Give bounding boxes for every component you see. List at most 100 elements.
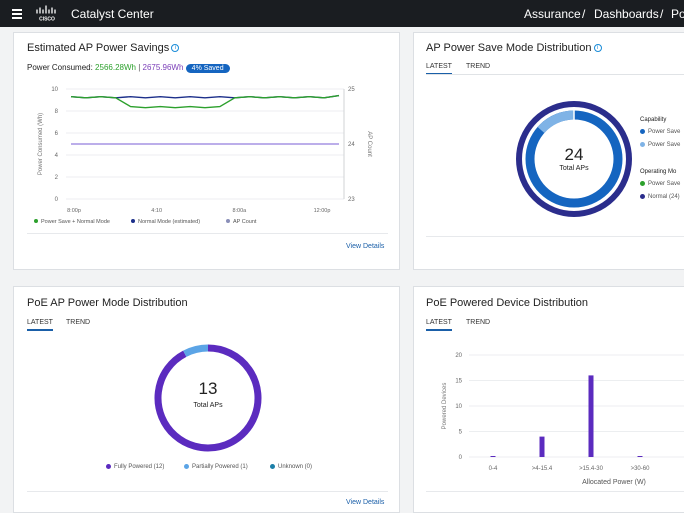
total-aps-value: 24 <box>564 145 584 164</box>
tab-divider <box>426 74 684 75</box>
y-tick-label: 10 <box>455 404 462 410</box>
legend-item-power-save-cap[interactable]: Power Save <box>640 129 680 135</box>
tab-trend[interactable]: TREND <box>466 63 491 70</box>
legend-dot <box>640 142 645 147</box>
y-axis-label: Powered Devices <box>442 383 448 430</box>
saved-badge: 4% Saved <box>185 64 230 73</box>
x-tick-label: >30-60 <box>631 466 651 472</box>
info-icon[interactable]: i <box>171 44 180 53</box>
y2-axis-label: AP Count <box>366 131 372 157</box>
estimated-value: 2675.96Wh <box>142 63 184 72</box>
card-title: AP Power Save Mode Distribution i <box>426 42 602 54</box>
y-tick-label: 5 <box>459 430 463 436</box>
legend-dot <box>34 219 38 223</box>
legend-dot <box>226 219 230 223</box>
y2-tick-label: 23 <box>348 197 355 203</box>
y-tick-label: 0 <box>55 197 59 203</box>
legend-item-normal-op[interactable]: Normal (24) <box>640 194 680 200</box>
breadcrumb-assurance[interactable]: Assurance <box>524 7 581 21</box>
x-tick-label: 12:00p <box>314 208 331 214</box>
legend-operating-title: Operating Mo <box>640 169 677 175</box>
top-navigation-bar: CISCO Catalyst Center Assurance / Dashbo… <box>0 0 684 27</box>
legend-item-power-save-op[interactable]: Power Save <box>640 181 680 187</box>
divider-line <box>27 233 388 234</box>
tab-latest[interactable]: LATEST <box>426 319 452 331</box>
svg-text:CISCO: CISCO <box>39 17 55 23</box>
y-tick-label: 20 <box>455 353 462 359</box>
divider-line <box>426 236 684 237</box>
legend-item-unknown[interactable]: Unknown (0) <box>270 464 312 470</box>
x-tick-label: >4-15.4 <box>532 466 553 472</box>
legend-item-fully-powered[interactable]: Fully Powered (12) <box>106 464 164 470</box>
bar->30-60 <box>637 456 643 457</box>
total-aps-value: 13 <box>198 379 218 398</box>
card-title: Estimated AP Power Savings i <box>27 42 180 54</box>
card-title: PoE Powered Device Distribution <box>426 297 589 309</box>
legend-item-power-save-cap-2[interactable]: Power Save <box>640 142 680 148</box>
breadcrumb-current: Po <box>671 7 684 21</box>
legend-label: Normal Mode (estimated) <box>138 219 200 225</box>
breadcrumb-dashboards[interactable]: Dashboards <box>594 7 659 21</box>
x-tick-label: 0-4 <box>489 466 498 472</box>
x-tick-label: >15.4-30 <box>579 466 604 472</box>
menu-icon[interactable] <box>12 9 22 19</box>
x-tick-label: 8:00a <box>232 208 247 214</box>
breadcrumb-separator: / <box>582 7 586 21</box>
x-tick-label: 4:10 <box>151 208 162 214</box>
breadcrumb-separator: / <box>660 7 664 21</box>
legend-item-partially-powered[interactable]: Partially Powered (1) <box>184 464 248 470</box>
consumed-value: 2566.28Wh <box>95 63 136 72</box>
view-details-link[interactable]: View Details <box>346 243 385 250</box>
powered-device-bar-chart: 0 5 10 15 20 Powered Devices 0-4 >4-15.4 >15.4-3… <box>442 353 684 486</box>
legend-dot <box>184 464 189 469</box>
divider: | <box>138 63 141 72</box>
donut-slice-partially-powered <box>183 344 209 357</box>
bar->15.4-30 <box>588 375 594 457</box>
y2-tick-label: 25 <box>348 87 355 93</box>
legend-dot <box>131 219 135 223</box>
y-axis-label: Power Consumed (Wh) <box>38 113 44 175</box>
poe-ap-power-mode-card: PoE AP Power Mode Distribution LATEST TR… <box>13 286 400 513</box>
card-title: PoE AP Power Mode Distribution <box>27 297 188 309</box>
total-aps-label: Total APs <box>193 402 223 409</box>
y-tick-label: 2 <box>55 175 59 181</box>
y-tick-label: 6 <box>55 131 59 137</box>
donut-outer-ring <box>516 101 632 217</box>
power-summary: Power Consumed: 2566.28Wh | 2675.96Wh 4%… <box>27 63 230 73</box>
legend-dot <box>106 464 111 469</box>
y2-tick-label: 24 <box>348 142 355 148</box>
legend-dot <box>640 194 645 199</box>
y-tick-label: 0 <box>459 455 463 461</box>
y-tick-label: 15 <box>455 379 462 385</box>
donut-slice-fully-powered <box>154 344 262 452</box>
tab-latest[interactable]: LATEST <box>27 319 53 331</box>
total-aps-label: Total APs <box>559 165 589 172</box>
legend-label: AP Count <box>233 219 257 225</box>
poe-powered-device-card: PoE Powered Device Distribution LATEST T… <box>413 286 684 513</box>
x-axis-label: Allocated Power (W) <box>582 479 646 486</box>
legend-label: Power Save + Normal Mode <box>41 219 110 225</box>
series-line-0 <box>70 94 340 109</box>
y-tick-label: 4 <box>55 153 59 159</box>
divider-line <box>27 491 388 492</box>
legend-dot <box>640 129 645 134</box>
y-tick-label: 10 <box>51 87 58 93</box>
poe-power-mode-donut <box>154 344 262 452</box>
legend-capability-title: Capability <box>640 117 667 123</box>
tab-trend[interactable]: TREND <box>466 319 491 326</box>
tab-trend[interactable]: TREND <box>66 319 91 326</box>
app-title: Catalyst Center <box>71 7 154 21</box>
info-icon[interactable]: i <box>593 44 602 53</box>
donut-inner-segment <box>537 110 575 134</box>
consumed-label: Power Consumed: <box>27 63 93 72</box>
cisco-logo: CISCO <box>36 5 56 23</box>
view-details-link[interactable]: View Details <box>346 499 385 506</box>
divider-line <box>426 491 684 492</box>
power-save-donut <box>516 101 632 217</box>
ap-power-savings-card: Estimated AP Power Savings i Power Consum… <box>13 32 400 270</box>
bar-0-4 <box>490 456 496 457</box>
legend-dot <box>270 464 275 469</box>
bar->4-15.4 <box>539 436 545 457</box>
ap-power-save-mode-card: AP Power Save Mode Distribution i LATEST … <box>413 32 684 270</box>
